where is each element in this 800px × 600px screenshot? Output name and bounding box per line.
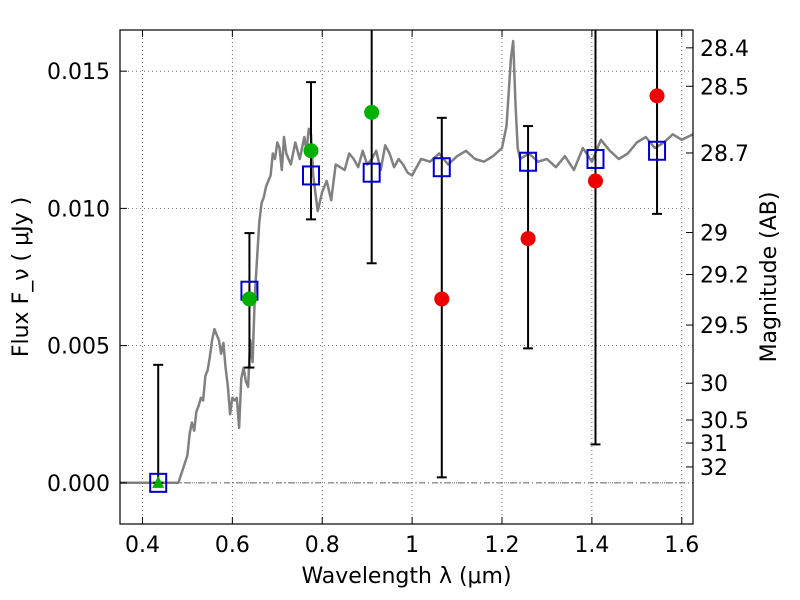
x-tick-label: 1.4: [574, 533, 609, 558]
x-tick-label: 0.6: [215, 533, 250, 558]
green-circle-marker: [241, 291, 257, 307]
plot-frame: [119, 29, 694, 525]
x-tick-label: 1.6: [664, 533, 699, 558]
magnitude-tick-label: 30.5: [700, 409, 749, 434]
blue-square-marker: [432, 157, 451, 178]
y-tick-label: 0.015: [47, 60, 110, 85]
green-triangle-marker: [152, 475, 165, 488]
green-circle-marker: [303, 143, 319, 159]
y-axis-label: Flux F_ν ( μJy ): [9, 197, 34, 357]
blue-square-marker: [302, 165, 320, 186]
x-tick-label: 0.8: [305, 533, 340, 558]
error-bar: [590, 30, 601, 446]
error-bar: [153, 363, 164, 484]
blue-square-marker: [149, 472, 168, 493]
green-circle-marker: [364, 104, 380, 120]
error-bar: [366, 30, 377, 265]
blue-square-marker: [519, 151, 538, 172]
magnitude-tick-label: 32: [700, 456, 728, 481]
red-circle-marker: [434, 291, 450, 307]
axis-ticks: 0.4 0.6 0.8 1 1.2 1.4 1.6 0.000 0.005 0.010 0.015 2…: [47, 30, 749, 558]
magnitude-tick-label: 29: [700, 222, 728, 247]
spectrum-line: [120, 39, 694, 485]
y-tick-label: 0.000: [47, 472, 110, 497]
error-bar: [652, 30, 663, 215]
magnitude-tick-label: 28.7: [700, 142, 749, 167]
x-tick-label: 1.2: [485, 533, 520, 558]
blue-square-marker: [362, 162, 381, 183]
x-tick-label: 0.4: [125, 533, 160, 558]
magnitude-tick-label: 28.4: [700, 37, 749, 62]
y-tick-label: 0.010: [47, 197, 110, 222]
photometry-markers: [149, 88, 667, 493]
y-tick-label: 0.005: [47, 335, 110, 360]
red-circle-marker: [649, 88, 665, 104]
right-axis-label: Magnitude (AB): [757, 192, 782, 363]
red-circle-marker: [520, 231, 536, 247]
magnitude-tick-label: 31: [700, 432, 728, 457]
blue-square-marker: [648, 140, 667, 161]
red-circle-marker: [587, 173, 603, 189]
blue-square-marker: [586, 148, 605, 169]
magnitude-tick-label: 28.5: [700, 75, 749, 100]
x-axis-label: Wavelength λ (μm): [301, 564, 511, 589]
grid: [120, 30, 693, 524]
magnitude-tick-label: 30: [700, 372, 728, 397]
x-tick-label: 1: [405, 533, 419, 558]
magnitude-tick-label: 29.5: [700, 314, 749, 339]
model-spectrum: [120, 39, 694, 485]
magnitude-tick-label: 29.2: [700, 264, 749, 289]
